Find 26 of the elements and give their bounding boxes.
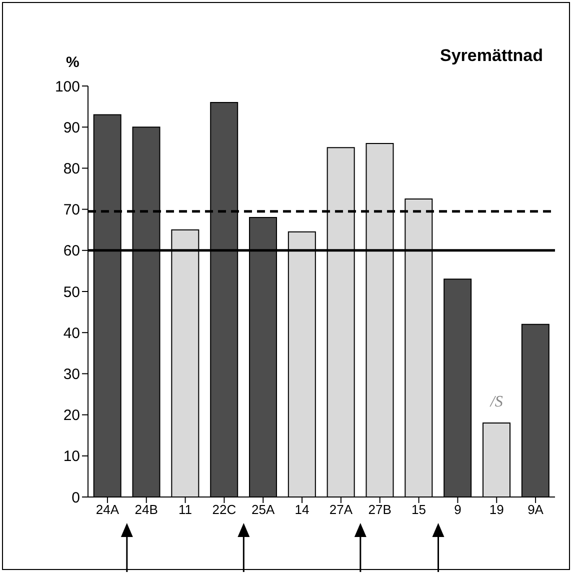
y-tick-label: 60 — [63, 242, 80, 260]
x-tick-label: 9A — [528, 502, 544, 518]
x-tick-label: 19 — [489, 502, 504, 518]
y-tick-label: 20 — [63, 407, 80, 424]
x-tick-label: 22C — [212, 502, 236, 518]
x-tick-label: 15 — [412, 502, 426, 518]
y-tick-label: 40 — [63, 324, 80, 342]
x-tick-label: 11 — [178, 502, 192, 518]
annotation: /S — [489, 394, 503, 411]
y-tick-label: 10 — [63, 448, 80, 466]
y-tick-label: 30 — [63, 366, 80, 384]
y-tick-label: 70 — [63, 202, 80, 219]
y-tick-label: 80 — [63, 160, 80, 178]
x-tick-label: 14 — [294, 502, 310, 518]
x-tick-label: 24B — [134, 502, 158, 518]
y-tick-label: 100 — [54, 78, 80, 96]
x-tick-label: 27B — [368, 502, 392, 518]
x-tick-label: 27A — [329, 502, 353, 518]
y-tick-label: 90 — [63, 119, 80, 136]
y-tick-label: 0 — [72, 489, 80, 506]
x-tick-label: 25A — [252, 502, 276, 518]
chart-title: Syremättnad — [440, 46, 543, 66]
x-tick-label: 9 — [454, 502, 462, 518]
x-tick-label: 24A — [96, 502, 120, 518]
y-axis-title: % — [66, 54, 80, 71]
y-tick-label: 50 — [63, 284, 80, 301]
